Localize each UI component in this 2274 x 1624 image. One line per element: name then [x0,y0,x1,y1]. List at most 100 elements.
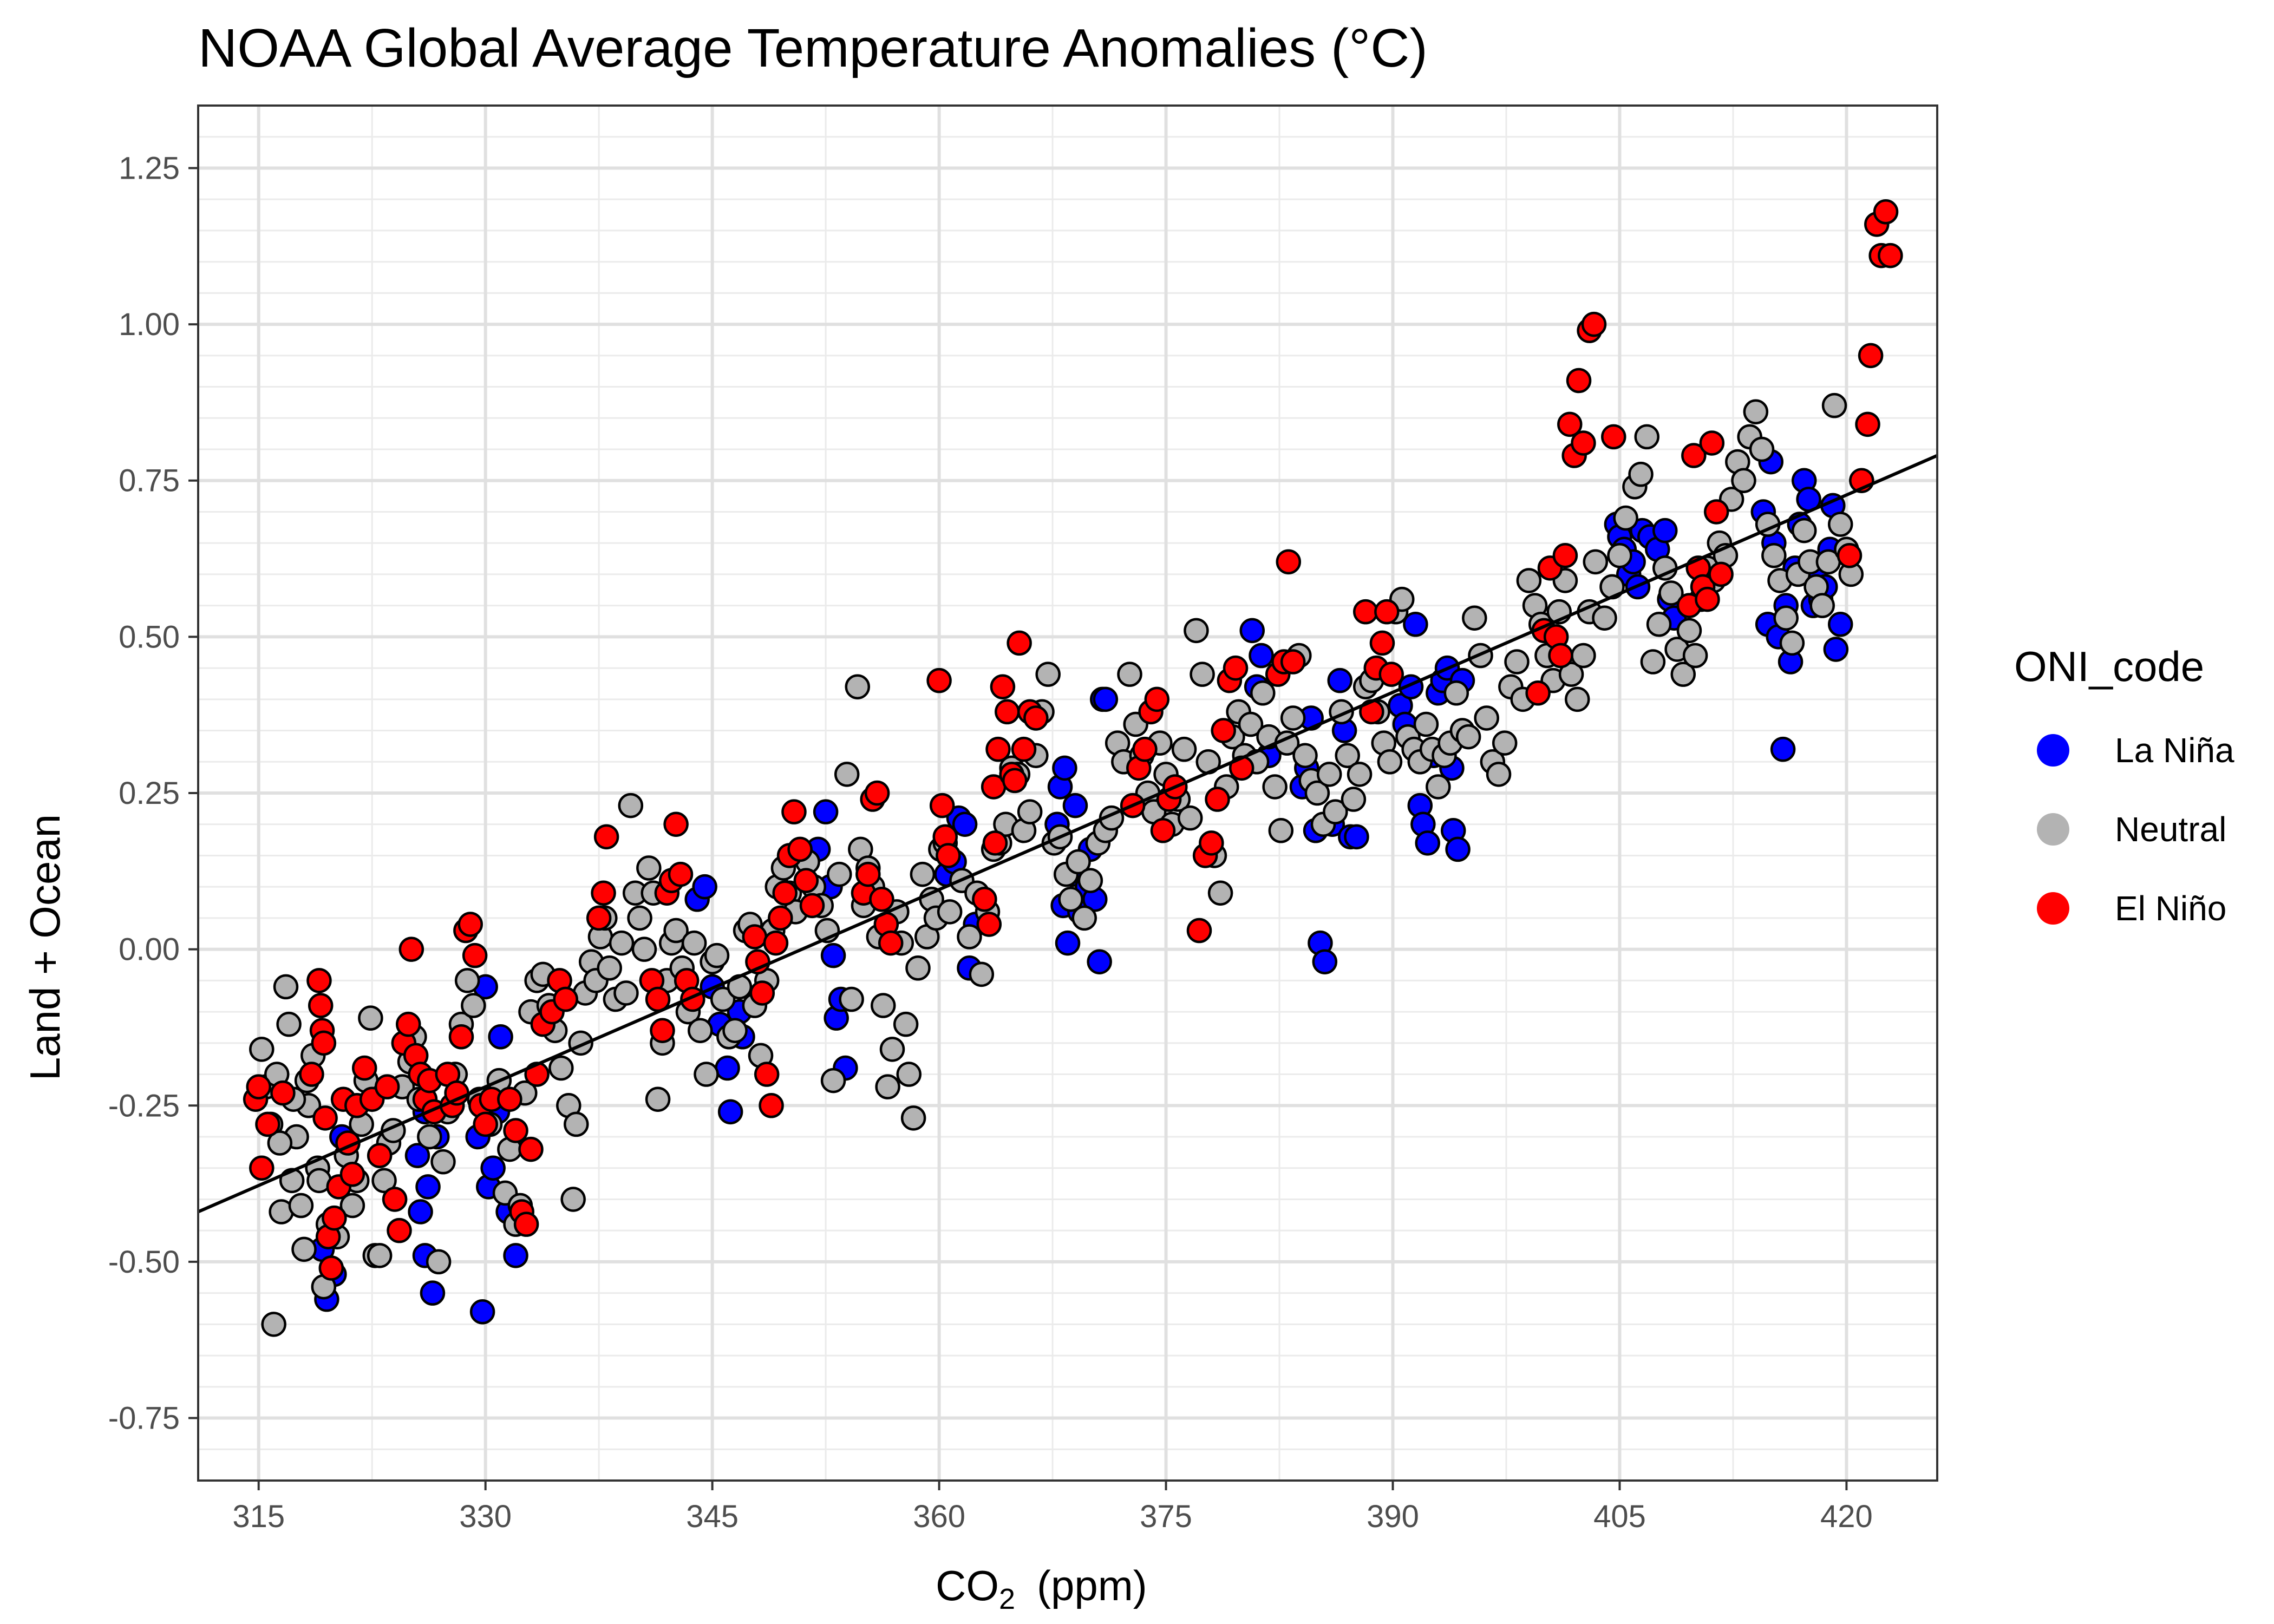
data-point [704,942,730,968]
data-point [663,811,689,837]
data-point [976,912,1002,937]
data-point [1190,662,1215,687]
data-point [793,868,819,893]
data-point [276,1011,302,1037]
data-point [905,955,931,981]
data-point [291,1236,317,1262]
data-point [1504,649,1530,675]
data-point [1855,411,1880,437]
data-point [1280,705,1306,731]
data-point [306,968,332,993]
data-point [937,899,963,925]
data-point [469,1299,495,1325]
data-point [1699,430,1725,456]
data-point [839,986,864,1012]
data-point [1565,686,1590,712]
data-point [1323,799,1348,824]
data-point [1377,749,1403,775]
y-tick-label: -0.50 [108,1245,180,1280]
data-point [1335,743,1360,768]
data-point [1062,793,1088,818]
data-point [1093,686,1119,712]
data-point [813,799,839,824]
data-point [1276,549,1302,575]
y-tick-label: 1.00 [119,307,180,342]
data-point [1280,649,1306,675]
y-tick-label: 0.50 [119,619,180,654]
data-point [497,1086,522,1112]
data-point [1809,593,1835,618]
data-point [426,1249,452,1275]
data-point [896,1062,922,1087]
data-point [1262,774,1288,800]
data-point [1312,949,1338,974]
data-point [1378,662,1404,687]
data-point [597,955,622,981]
data-point [900,1105,926,1131]
data-point [430,1149,456,1175]
data-point [1347,762,1373,787]
data-point [351,1055,377,1081]
data-point [1443,680,1469,706]
data-point [1670,662,1696,687]
data-point [982,830,1008,856]
x-tick-label: 330 [459,1499,512,1534]
data-point [820,1068,846,1093]
data-point [513,1212,539,1237]
data-point [1023,705,1049,731]
data-point [870,993,896,1018]
data-point [742,924,768,949]
y-axis: -0.75 -0.50 -0.25 0.00 0.25 0.50 0.75 1.00 1.25 [108,150,198,1436]
data-point [382,1187,408,1212]
data-point [339,1193,365,1219]
data-point [627,905,652,931]
data-point [834,762,860,787]
data-point [1238,711,1264,737]
data-point [358,1005,383,1031]
data-point [1035,662,1061,687]
data-point [339,1162,365,1187]
x-tick-label: 405 [1593,1499,1646,1534]
data-point [650,1018,675,1043]
y-tick-label: 0.00 [119,932,180,967]
legend-key [2037,813,2069,846]
data-point [1823,637,1849,662]
data-point [261,1312,286,1337]
data-point [1640,649,1666,675]
data-point [1017,799,1043,824]
data-point [613,980,639,1006]
legend-title: ONI_code [2014,643,2204,690]
data-point [668,861,694,887]
plot-area [197,104,1938,1482]
x-axis-title-main: CO [936,1562,999,1609]
data-point [609,930,635,956]
data-point [1558,662,1584,687]
legend-key [2037,734,2069,767]
x-axis-title-unit: (ppm) [1037,1562,1147,1609]
data-point [879,1037,905,1062]
data-point [367,1143,393,1168]
data-point [454,968,480,993]
data-point [763,930,789,956]
data-point [1858,343,1884,369]
data-point [787,836,813,862]
data-point [845,674,871,699]
data-point [1652,518,1678,543]
data-point [681,930,707,956]
x-tick-label: 345 [686,1499,739,1534]
data-point [548,1055,574,1081]
data-point [1837,543,1863,568]
data-point [717,1099,743,1125]
data-point [404,1143,430,1168]
data-point [1658,580,1684,606]
data-point [893,1011,919,1037]
data-point [645,1086,671,1112]
data-point [864,780,890,806]
legend-item: Neutral [2037,810,2226,849]
data-point [1676,618,1702,644]
data-point [1369,630,1395,656]
data-point [910,861,936,887]
data-point [631,937,657,962]
data-point [311,1030,337,1056]
x-tick-label: 315 [232,1499,285,1534]
